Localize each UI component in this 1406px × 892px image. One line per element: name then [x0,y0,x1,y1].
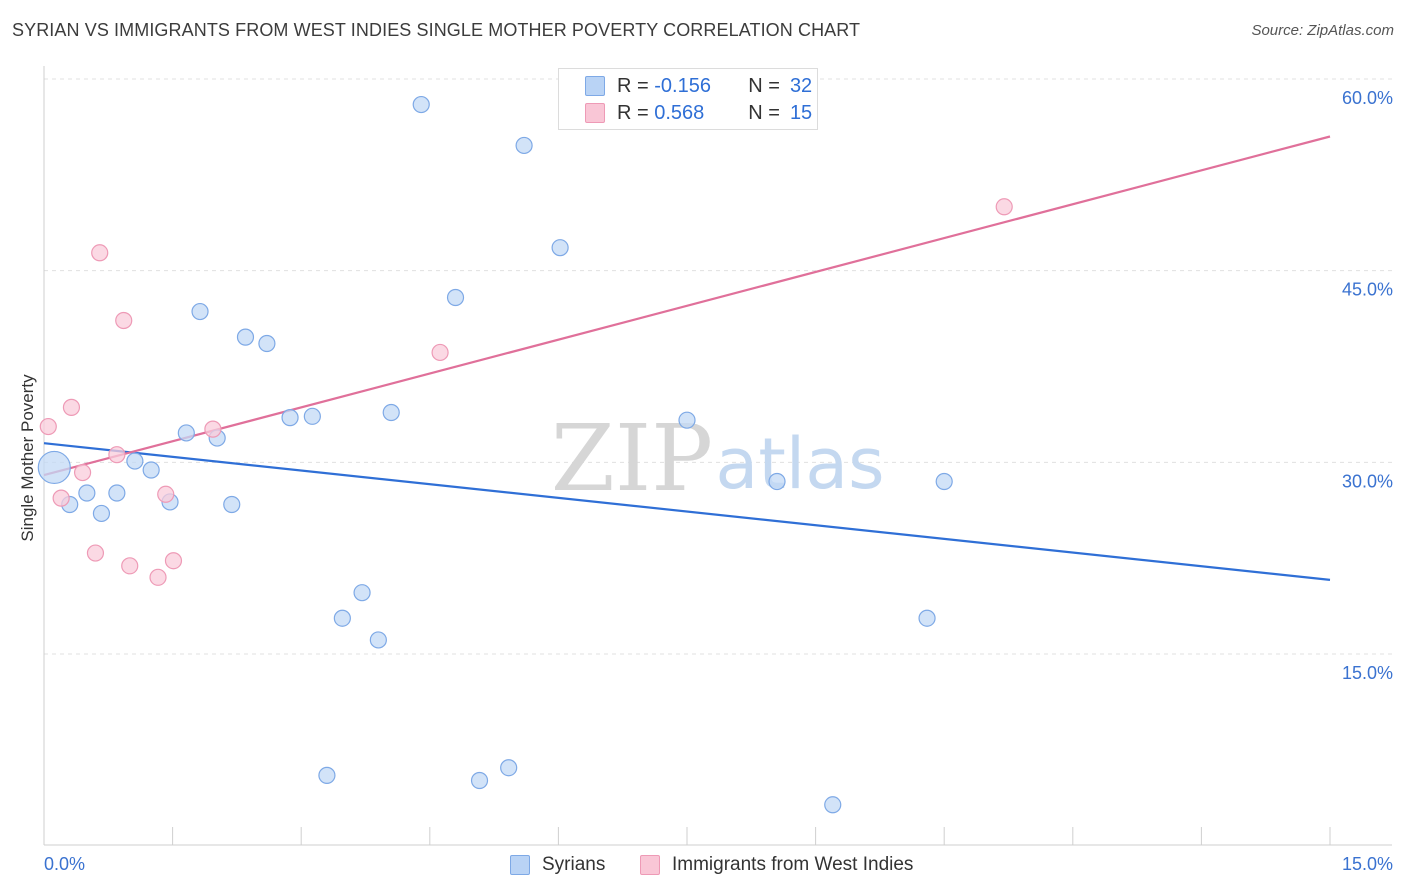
legend-n-label: N = [748,74,780,97]
west-indies-point [115,311,133,330]
syrians-point [37,450,71,485]
syrians-legend-swatch [510,855,530,875]
syrians-point [191,302,209,321]
y-tick-label: 15.0% [1342,663,1393,683]
syrians-point [551,239,569,257]
legend-r-label: R = [617,101,649,124]
west-indies-point [86,544,105,562]
syrians-point [369,631,387,649]
series-legend: Syrians Immigrants from West Indies [0,852,1406,878]
syrians-swatch [585,76,605,96]
syrians-point [281,409,299,427]
west-indies-swatch [585,103,605,123]
data-points [37,95,1013,814]
west-indies-n-value: 15 [789,101,813,124]
syrians-trend-line [43,442,1331,581]
y-axis-title: Single Mother Poverty [18,374,37,542]
x-tick-label: 0.0% [44,854,85,874]
west-indies-point [149,568,167,586]
syrians-point [223,495,241,514]
west-indies-point [73,463,92,482]
syrians-point [678,411,696,429]
west-indies-point [157,485,175,503]
trend-lines [43,135,1331,581]
syrians-point [768,472,786,491]
syrians-point [935,472,953,491]
syrians-point [333,609,351,627]
legend-item-west-indies[interactable]: Immigrants from West Indies [640,852,913,878]
syrians-point [470,771,489,790]
legend-row-west-indies: R = 0.568 N = 15 [585,100,812,126]
tick-labels: 15.0% 30.0% 45.0% 60.0% 0.0% 15.0% [44,88,1393,874]
syrians-r-value: -0.156 [654,74,711,97]
syrians-point [108,484,126,502]
x-tick-label: 15.0% [1342,854,1393,874]
watermark: ZIP atlas [551,405,885,512]
syrians-point [303,407,321,425]
gridlines [44,78,1392,655]
west-indies-point [204,420,222,438]
watermark-atlas: atlas [715,423,884,505]
legend-item-syrians[interactable]: Syrians [510,852,605,878]
syrians-point [177,424,195,442]
west-indies-point [62,398,81,416]
west-indies-legend-label: Immigrants from West Indies [672,854,914,875]
west-indies-point [52,489,70,507]
syrians-point [918,609,936,627]
y-tick-label: 45.0% [1342,280,1393,300]
syrians-n-value: 32 [789,74,813,97]
syrians-point [318,766,336,784]
syrians-point [78,484,96,502]
syrians-point [412,95,430,114]
chart-title: SYRIAN VS IMMIGRANTS FROM WEST INDIES SI… [12,20,861,40]
syrians-point [515,136,533,155]
y-tick-label: 30.0% [1342,471,1393,491]
west-indies-point [164,552,183,570]
legend-r-label: R = [617,74,649,97]
syrians-legend-label: Syrians [542,854,606,875]
syrians-point [126,452,144,470]
y-tick-label: 60.0% [1342,88,1393,108]
syrians-point [142,461,160,479]
stats-legend: R = -0.156 N = 32 R = 0.568 N = 15 [558,68,818,130]
west-indies-legend-swatch [640,855,660,875]
syrians-point [258,334,276,353]
syrians-point [382,403,400,422]
source-credit: Source: ZipAtlas.com [1251,22,1394,39]
syrians-point [500,759,518,777]
syrians-point [353,584,371,602]
west-indies-trend-line [43,135,1331,477]
legend-row-syrians: R = -0.156 N = 32 [585,73,812,99]
west-indies-r-value: 0.568 [654,101,705,124]
legend-n-label: N = [748,101,780,124]
west-indies-point [995,198,1013,216]
west-indies-point [121,557,139,575]
west-indies-point [108,446,126,464]
west-indies-point [91,244,109,262]
west-indies-point [39,417,57,436]
syrians-point [236,328,255,346]
syrians-point [446,288,465,307]
west-indies-point [431,343,449,362]
syrians-point [92,504,111,523]
syrians-point [824,796,842,814]
